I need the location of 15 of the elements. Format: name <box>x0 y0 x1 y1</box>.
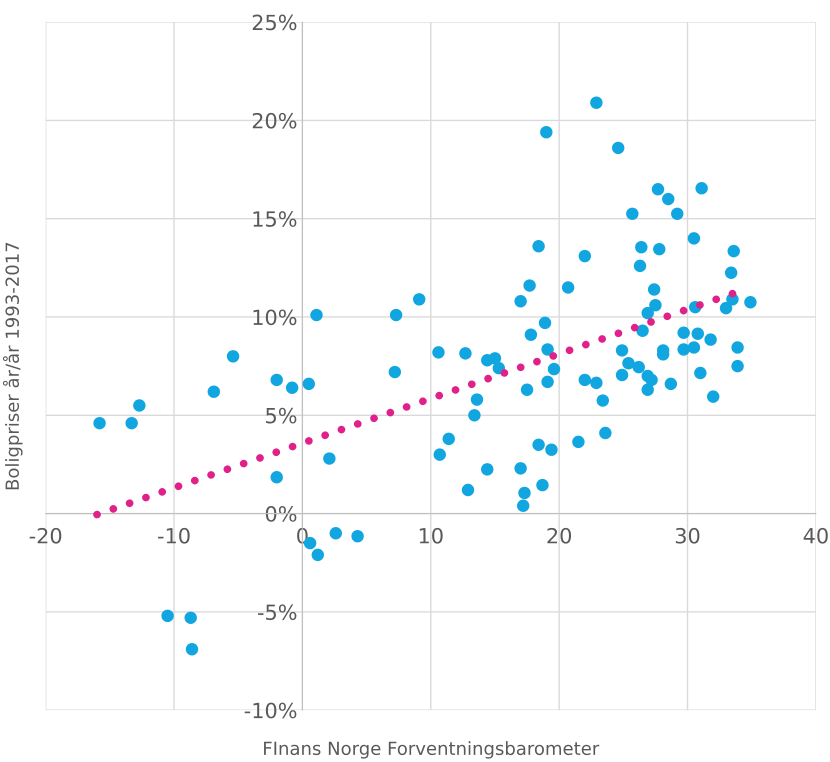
x-tick-label: 40 <box>804 528 828 544</box>
x-tick-label: -10 <box>158 528 190 544</box>
x-tick-label: 20 <box>547 528 572 544</box>
y-tick-label: 10% <box>254 309 296 326</box>
y-tick-label: -5% <box>258 604 296 620</box>
x-tick-label: -20 <box>30 528 62 544</box>
y-tick-label: 5% <box>266 408 296 424</box>
x-tick-label: 30 <box>676 528 700 544</box>
y-tick-label: 15% <box>254 211 296 227</box>
y-tick-label: 25% <box>252 14 296 30</box>
x-axis-title: FInans Norge Forventningsbarometer <box>264 741 600 759</box>
y-axis-title: Boligpriser år/år 1993-2017 <box>2 242 23 490</box>
y-tick-label: 20% <box>252 112 296 129</box>
y-tick-label: -10% <box>244 702 296 718</box>
x-tick-label: 10 <box>420 528 443 544</box>
